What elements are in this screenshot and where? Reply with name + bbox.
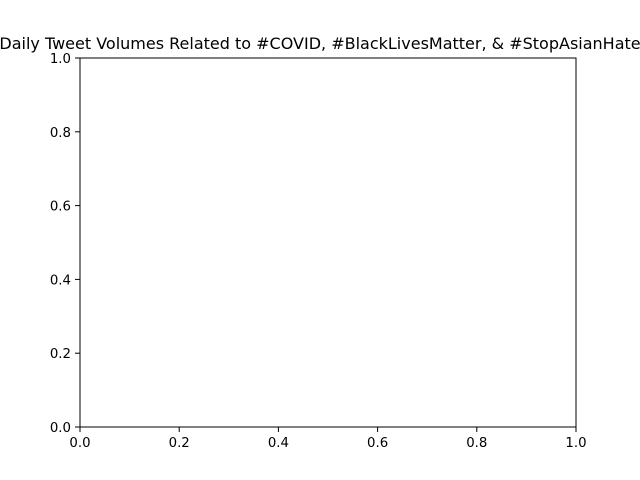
y-tick-label: 1.0 [50,52,71,67]
y-axis: 0.0 0.2 0.4 0.6 0.8 1.0 [50,52,80,436]
x-tick-label: 0.8 [466,436,487,451]
x-tick-label: 0.6 [367,436,388,451]
y-tick-label: 0.2 [50,347,71,362]
x-tick-label: 0.2 [169,436,190,451]
x-tick-label: 1.0 [565,436,586,451]
x-axis: 0.0 0.2 0.4 0.6 0.8 1.0 [69,427,587,451]
plot-area-frame [79,57,577,428]
y-tick-label: 0.0 [50,421,71,436]
chart-title: Daily Tweet Volumes Related to #COVID, #… [0,34,640,53]
y-tick-label: 0.6 [50,200,71,215]
y-tick-label: 0.8 [50,126,71,141]
x-tick-label: 0.0 [69,436,90,451]
x-tick-label: 0.4 [268,436,289,451]
y-tick-label: 0.4 [50,273,71,288]
